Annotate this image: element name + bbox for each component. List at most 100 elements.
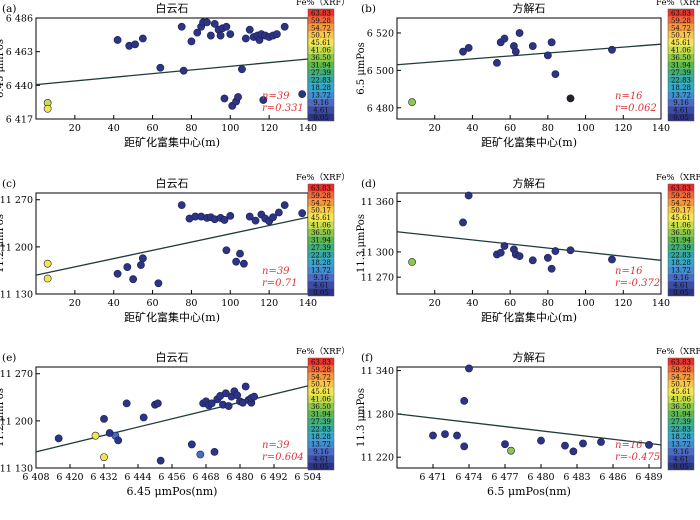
y-tick-label: 11 280 [361,409,394,420]
panel-label: (a) [2,3,16,15]
colorbar-level-label: 59.28 [311,192,331,200]
n-label: n=16 [615,440,643,451]
colorbar-cell [668,447,694,456]
colorbar-level-label: 45.61 [671,39,691,47]
colorbar-level-label: 31.94 [311,237,332,245]
regression-line [396,43,662,66]
x-tick-label: 120 [614,298,632,309]
data-point [511,47,520,56]
panel-label: (b) [361,3,376,15]
x-tick-label: 6 420 [56,472,83,483]
colorbar-cell [308,462,334,470]
colorbar-level-label: 50.17 [311,381,331,389]
colorbar-level-label: 63.83 [311,184,331,192]
data-point [54,434,63,443]
colorbar-level-label: 59.28 [311,17,331,25]
colorbar-title: Fe%（XRF） [296,172,350,183]
colorbar-level-label: 63.83 [671,358,691,366]
data-point [429,431,437,440]
panel-title: 方解石 [513,350,546,364]
data-point [100,453,108,462]
colorbar-cell [668,53,694,62]
colorbar-cell [668,198,694,207]
data-point [441,430,449,438]
data-point [105,429,114,437]
x-axis-label: 距矿化富集中心(m) [481,310,577,324]
r-label: r=-0.475 [615,452,660,463]
data-point [138,34,147,43]
y-axis-label: 6.45 μmPos [0,39,6,98]
colorbar-cell [668,266,694,274]
colorbar-cell [668,9,694,17]
x-tick-label: 6 486 [599,472,626,483]
colorbar-level-label: 50.17 [671,32,691,40]
colorbar-cell [668,455,694,463]
colorbar-cell [308,98,334,107]
colorbar-level-label: 27.39 [671,244,691,252]
colorbar-cell [668,417,694,426]
data-point [138,254,147,263]
colorbar-cell [308,31,334,39]
colorbar-level-label: 31.94 [671,411,692,419]
colorbar-level-label: 13.72 [671,440,691,448]
x-tick-label: 6 483 [563,472,590,483]
colorbar-cell [668,31,694,39]
colorbar-level-label: 36.50 [311,403,331,411]
x-tick-label: 140 [652,123,670,134]
x-tick-label: 40 [108,123,120,134]
data-point [234,93,242,101]
panel-label: (d) [361,178,376,190]
data-point [597,438,605,446]
x-tick-label: 20 [69,298,81,309]
panel-f: 6 471 6 474 6 477 6 480 6 483 6 486 6 489 11 22… [356,346,700,498]
data-point [465,364,473,373]
colorbar-title: Fe%（XRF） [296,0,350,8]
colorbar-cell [308,365,334,373]
data-point [547,264,556,273]
colorbar-title: Fe%（XRF） [656,0,700,8]
y-tick-label: 6 463 [6,47,33,58]
x-tick-label: 6 480 [226,472,253,483]
colorbar-cell [308,380,334,388]
colorbar-cell [308,387,334,396]
colorbar-level-label: 45.61 [311,39,331,47]
colorbar-level-label: 59.28 [671,192,691,200]
colorbar-level-label: 27.39 [671,418,691,426]
colorbar-cell [308,281,334,289]
colorbar-cell [668,410,694,418]
data-point [528,42,537,50]
colorbar-cell [668,184,694,192]
r-label: r=0.331 [262,103,304,114]
y-tick-label: 6 500 [367,66,394,77]
colorbar-cell [668,402,694,411]
data-point [220,216,229,224]
n-label: n=39 [262,266,290,277]
data-point [566,94,575,103]
data-point [226,30,235,39]
data-point [453,431,461,440]
data-point [459,218,467,227]
colorbar-level-label: 36.50 [671,54,691,62]
colorbar-level-label: 45.61 [671,214,691,222]
colorbar-level-label: 31.94 [671,237,692,245]
data-point [241,382,250,391]
data-point [193,28,202,37]
colorbar-cell [668,288,694,296]
panel-c: 20 40 60 80 100 120 140 11 130 11 200 11 270 (c) 白云… [0,172,350,324]
colorbar-cell [308,206,334,214]
x-tick-label: 6 489 [635,472,662,483]
colorbar-level-label: 18.28 [311,259,331,267]
colorbar-cell [308,395,334,403]
panel-e: 6 408 6 420 6 432 6 444 6 456 6 468 6 480 6 492… [0,346,350,498]
y-tick-label: 11 220 [361,453,394,464]
colorbar-cell [308,266,334,274]
colorbar-level-label: 22.83 [671,252,691,260]
colorbar-level-label: 0.05 [673,114,689,122]
colorbar-level-label: 22.83 [311,426,331,434]
colorbar-cell [308,417,334,426]
data-point [251,216,260,225]
x-tick-label: 140 [652,298,670,309]
colorbar-level-label: 50.17 [671,381,691,389]
colorbar-level-label: 50.17 [311,32,331,40]
